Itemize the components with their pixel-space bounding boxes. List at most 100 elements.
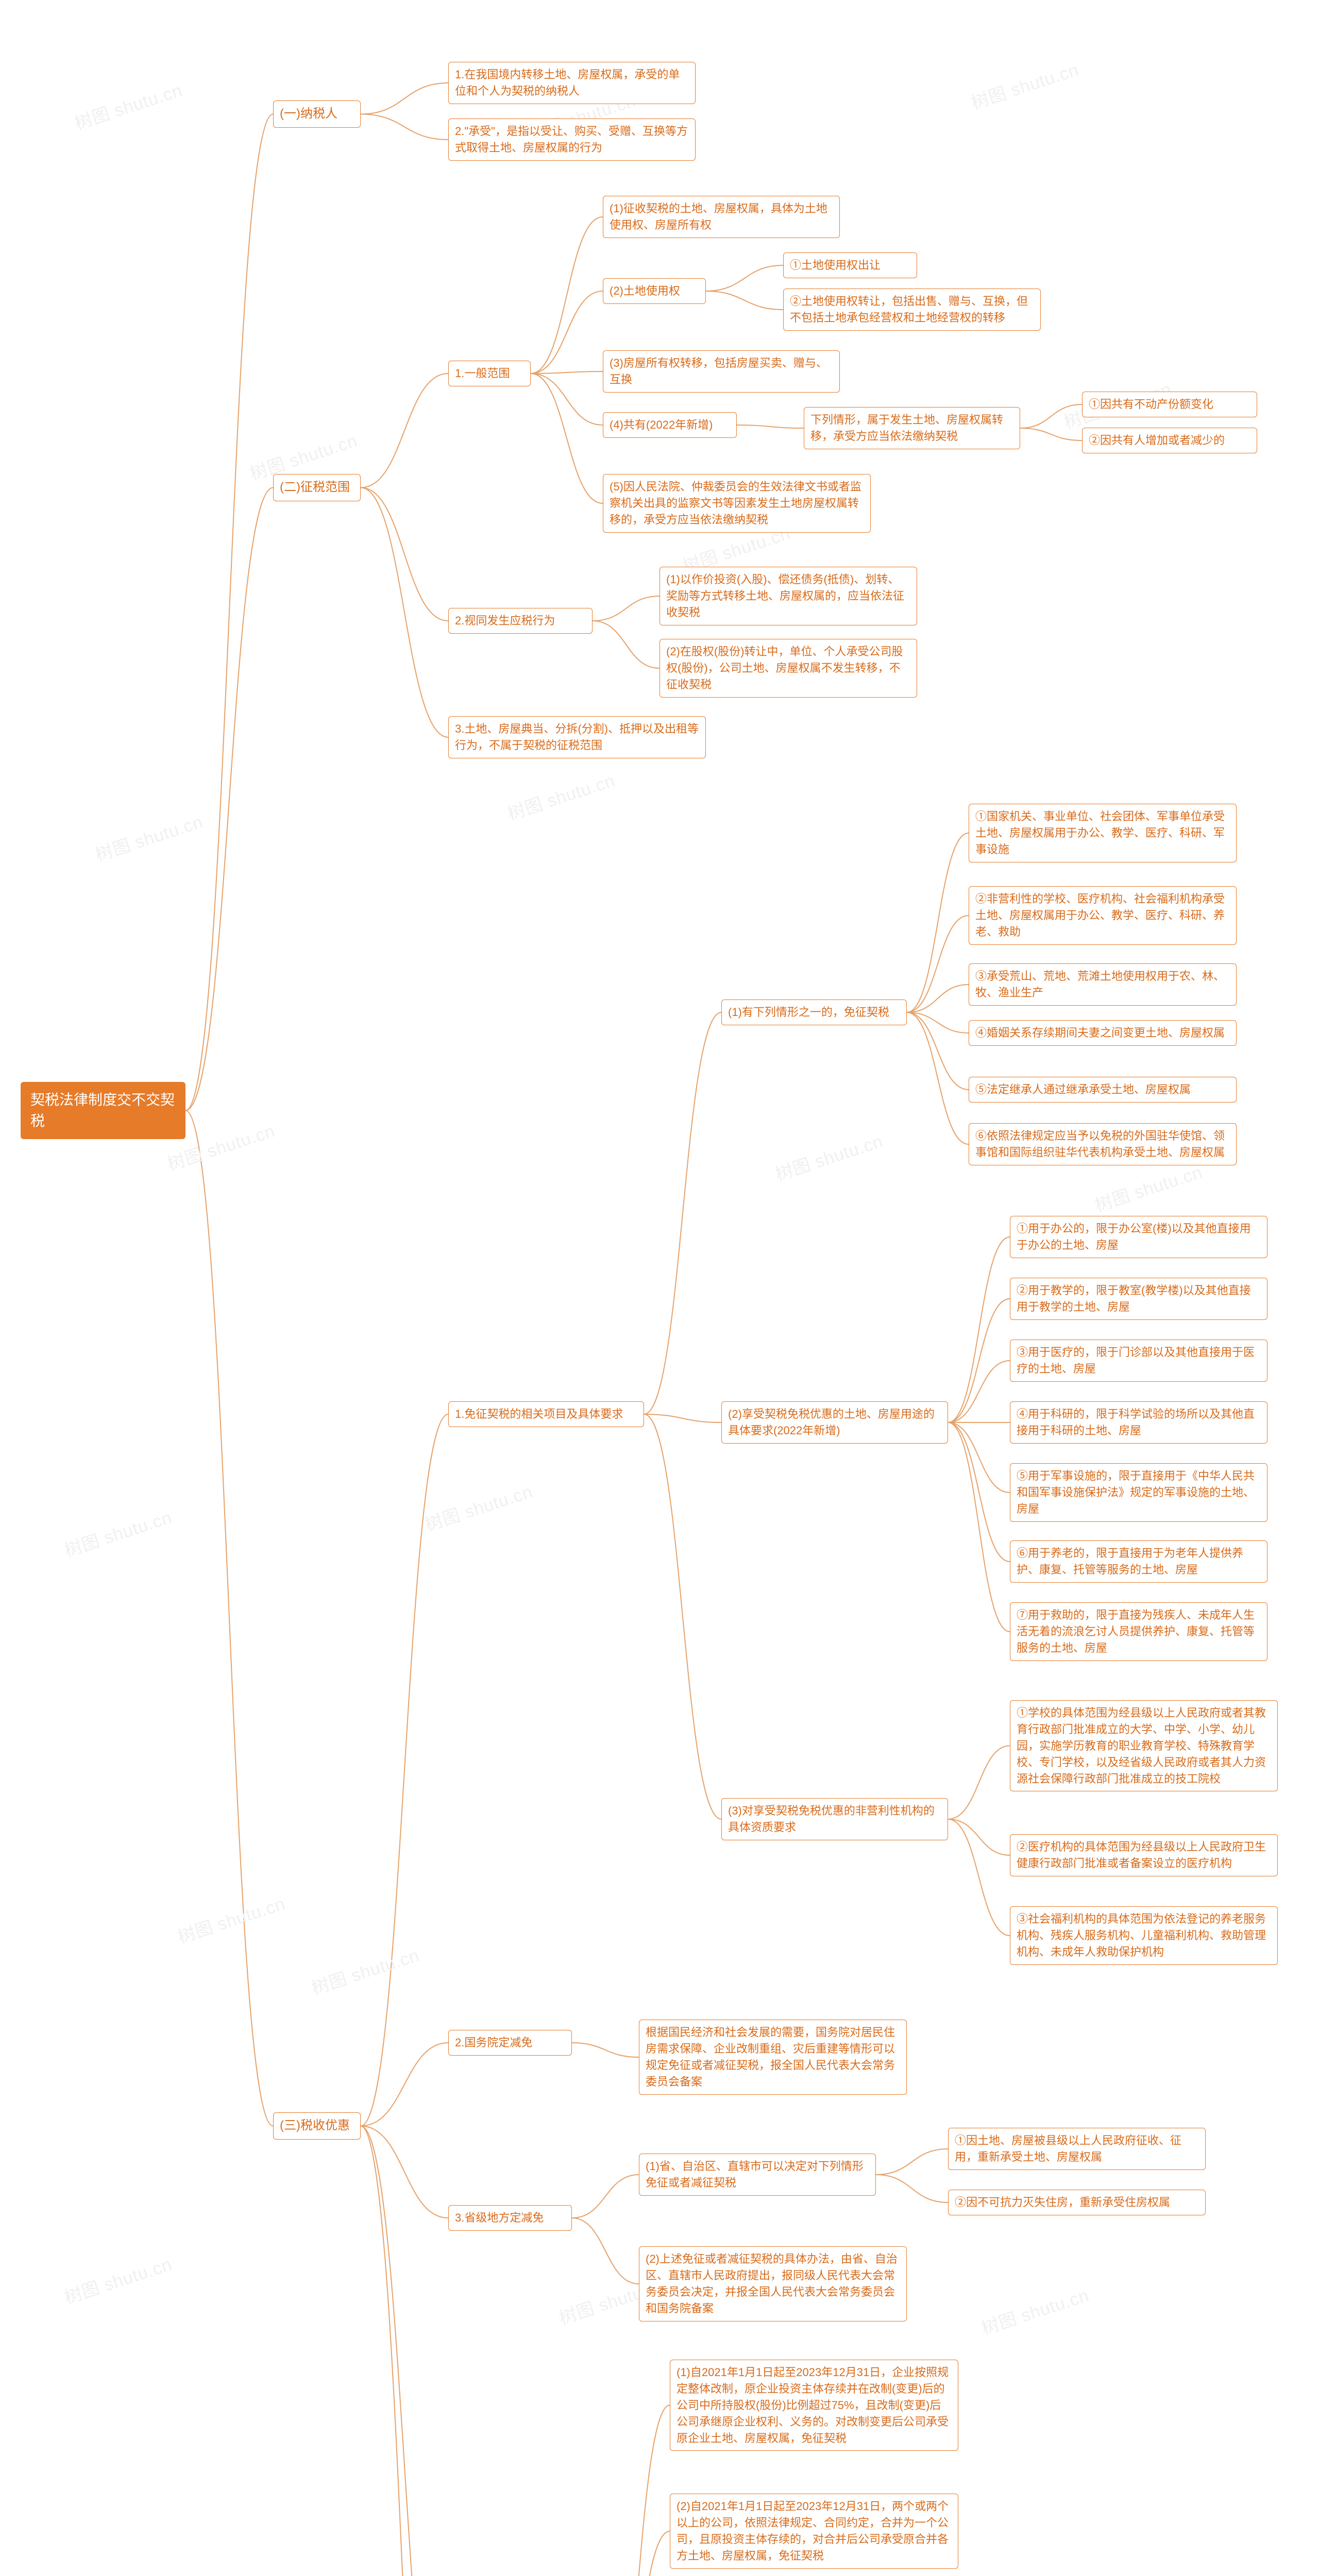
edge (603, 2531, 670, 2576)
edge (907, 916, 969, 1012)
node-label: ②用于教学的，限于教室(教学楼)以及其他直接用于教学的土地、房屋 (1017, 1284, 1251, 1313)
node-label: (二)征税范围 (280, 480, 350, 494)
node-label: ⑦用于救助的，限于直接为残疾人、未成年人生活无着的流浪乞讨人员提供养护、康复、托… (1017, 1608, 1255, 1654)
edge (1020, 404, 1082, 428)
watermark: 树图 shutu.cn (61, 2250, 175, 2309)
mindmap-node: ②土地使用权转让，包括出售、赠与、互换，但不包括土地承包经营权和土地经营权的转移 (783, 289, 1041, 331)
node-label: (2)享受契税免税优惠的土地、房屋用途的具体要求(2022年新增) (728, 1408, 935, 1437)
edge (706, 265, 783, 291)
edge (603, 2405, 670, 2576)
edge (706, 291, 783, 310)
mindmap-node: 3.土地、房屋典当、分拆(分割)、抵押以及出租等行为，不属于契税的征税范围 (448, 716, 706, 758)
watermark: 树图 shutu.cn (978, 2281, 1092, 2340)
edge (907, 1012, 969, 1033)
watermark: 树图 shutu.cn (1091, 1158, 1206, 1217)
node-label: ③社会福利机构的具体范围为依法登记的养老服务机构、残疾人服务机构、儿童福利机构、… (1017, 1912, 1266, 1958)
node-label: 2."承受"，是指以受让、购买、受赠、互换等方式取得土地、房屋权属的行为 (455, 125, 688, 154)
node-label: 2.国务院定减免 (455, 2036, 532, 2049)
mindmap-node: ①土地使用权出让 (783, 252, 917, 278)
edge (907, 833, 969, 1012)
mindmap-node: ⑥用于养老的，限于直接用于为老年人提供养护、康复、托管等服务的土地、房屋 (1010, 1540, 1267, 1583)
mindmap-node: ④婚姻关系存续期间夫妻之间变更土地、房屋权属 (969, 1020, 1237, 1046)
node-label: 1.在我国境内转移土地、房屋权属，承受的单位和个人为契税的纳税人 (455, 68, 680, 97)
edge (948, 1361, 1010, 1422)
edge (361, 488, 448, 738)
mindmap-node: (2)上述免征或者减征契税的具体办法，由省、自治区、直辖市人民政府提出，报同级人… (639, 2246, 907, 2321)
mindmap-node: (5)因人民法院、仲裁委员会的生效法律文书或者监察机关出具的监察文书等因素发生土… (603, 474, 871, 533)
edge (907, 1012, 969, 1144)
node-label: ①国家机关、事业单位、社会团体、军事单位承受土地、房屋权属用于办公、教学、医疗、… (975, 810, 1225, 856)
edge (948, 1299, 1010, 1422)
edge (907, 985, 969, 1012)
edge (644, 1414, 721, 1819)
node-label: ④婚姻关系存续期间夫妻之间变更土地、房屋权属 (975, 1026, 1225, 1039)
node-label: (2)自2021年1月1日起至2023年12月31日，两个或两个以上的公司，依照… (677, 2500, 949, 2562)
edge (361, 2126, 448, 2576)
node-label: (4)共有(2022年新增) (610, 418, 713, 431)
node-label: ①因共有不动产份额变化 (1089, 398, 1213, 411)
mindmap-node: ①因土地、房屋被县级以上人民政府征收、征用，重新承受土地、房屋权属 (948, 2128, 1206, 2170)
edge (185, 488, 273, 1111)
mindmap-node: (3)房屋所有权转移，包括房屋买卖、赠与、互换 (603, 350, 840, 393)
edge (948, 1819, 1010, 1936)
mindmap-node: ①学校的具体范围为经县级以上人民政府或者其教育行政部门批准成立的大学、中学、小学… (1010, 1700, 1278, 1791)
mindmap-node: 2."承受"，是指以受让、购买、受赠、互换等方式取得土地、房屋权属的行为 (448, 118, 696, 161)
mindmap-node: ⑥依照法律规定应当予以免税的外国驻华使馆、领事馆和国际组织驻华代表机构承受土地、… (969, 1123, 1237, 1165)
edge (185, 114, 273, 1111)
edge (361, 488, 448, 621)
edge (644, 1012, 721, 1414)
edge (593, 596, 660, 621)
edge (572, 2218, 639, 2284)
node-label: ②医疗机构的具体范围为经县级以上人民政府卫生健康行政部门批准或者备案设立的医疗机… (1017, 1840, 1266, 1870)
watermark: 树图 shutu.cn (308, 1941, 422, 2000)
mindmap-node: ①因共有不动产份额变化 (1082, 392, 1257, 417)
edge (907, 1012, 969, 1090)
node-label: (3)房屋所有权转移，包括房屋买卖、赠与、互换 (610, 357, 827, 386)
edge (361, 1414, 448, 2126)
mindmap-node: (1)征收契税的土地、房屋权属，具体为土地使用权、房屋所有权 (603, 196, 840, 238)
watermark: 树图 shutu.cn (504, 767, 618, 825)
edge (531, 217, 603, 374)
edge (531, 374, 603, 503)
node-label: ⑤用于军事设施的，限于直接用于《中华人民共和国军事设施保护法》规定的军事设施的土… (1017, 1469, 1255, 1515)
mindmap-node: 1.一般范围 (448, 361, 531, 386)
mindmap-node: (2)在股权(股份)转让中，单位、个人承受公司股权(股份)，公司土地、房屋权属不… (660, 639, 917, 698)
edge (361, 374, 448, 488)
edge (948, 1237, 1010, 1422)
root-node: 契税法律制度交不交契税 (21, 1082, 185, 1139)
mindmap-node: (2)享受契税免税优惠的土地、房屋用途的具体要求(2022年新增) (721, 1401, 948, 1444)
edge (948, 1422, 1010, 1632)
edge (644, 1414, 721, 1422)
watermark: 树图 shutu.cn (772, 1127, 886, 1186)
node-label: 3.土地、房屋典当、分拆(分割)、抵押以及出租等行为，不属于契税的征税范围 (455, 722, 699, 752)
node-label: ②因共有人增加或者减少的 (1089, 434, 1225, 447)
mindmap-node: (1)有下列情形之一的，免征契税 (721, 999, 907, 1025)
node-label: (1)征收契税的土地、房屋权属，具体为土地使用权、房屋所有权 (610, 202, 827, 231)
node-label: ①土地使用权出让 (790, 259, 881, 272)
node-label: ④用于科研的，限于科学试验的场所以及其他直接用于科研的土地、房屋 (1017, 1408, 1255, 1437)
mindmap-node: 3.省级地方定减免 (448, 2205, 572, 2231)
watermark: 树图 shutu.cn (61, 1503, 175, 1562)
edge (531, 371, 603, 374)
mindmap-node: (3)对享受契税免税优惠的非营利性机构的具体资质要求 (721, 1798, 948, 1840)
node-label: ⑥用于养老的，限于直接用于为老年人提供养护、康复、托管等服务的土地、房屋 (1017, 1547, 1243, 1576)
mindmap-node: ②因不可抗力灭失住房，重新承受住房权属 (948, 2190, 1206, 2215)
node-label: (1)有下列情形之一的，免征契税 (728, 1006, 889, 1019)
mindmap-node: (1)省、自治区、直辖市可以决定对下列情形免征或者减征契税 (639, 2154, 876, 2196)
mindmap-node: ②因共有人增加或者减少的 (1082, 428, 1257, 453)
node-label: ③承受荒山、荒地、荒滩土地使用权用于农、林、牧、渔业生产 (975, 970, 1225, 999)
node-label: 1.免征契税的相关项目及具体要求 (455, 1408, 623, 1420)
edge (572, 2175, 639, 2218)
mindmap-node: 2.国务院定减免 (448, 2030, 572, 2056)
edge (948, 1422, 1010, 1493)
edge (361, 2043, 448, 2126)
watermark: 树图 shutu.cn (968, 56, 1082, 114)
mindmap-node: ①用于办公的，限于办公室(楼)以及其他直接用于办公的土地、房屋 (1010, 1216, 1267, 1258)
edge (572, 2043, 639, 2057)
node-label: (1)以作价投资(入股)、偿还债务(抵债)、划转、奖励等方式转移土地、房屋权属的… (666, 573, 904, 619)
mindmap-node: (一)纳税人 (273, 100, 361, 128)
node-label: 契税法律制度交不交契税 (30, 1092, 175, 1129)
node-label: ③用于医疗的，限于门诊部以及其他直接用于医疗的土地、房屋 (1017, 1346, 1255, 1375)
mindmap-node: ⑤用于军事设施的，限于直接用于《中华人民共和国军事设施保护法》规定的军事设施的土… (1010, 1463, 1267, 1522)
node-label: (2)上述免征或者减征契税的具体办法，由省、自治区、直辖市人民政府提出，报同级人… (646, 2252, 898, 2315)
